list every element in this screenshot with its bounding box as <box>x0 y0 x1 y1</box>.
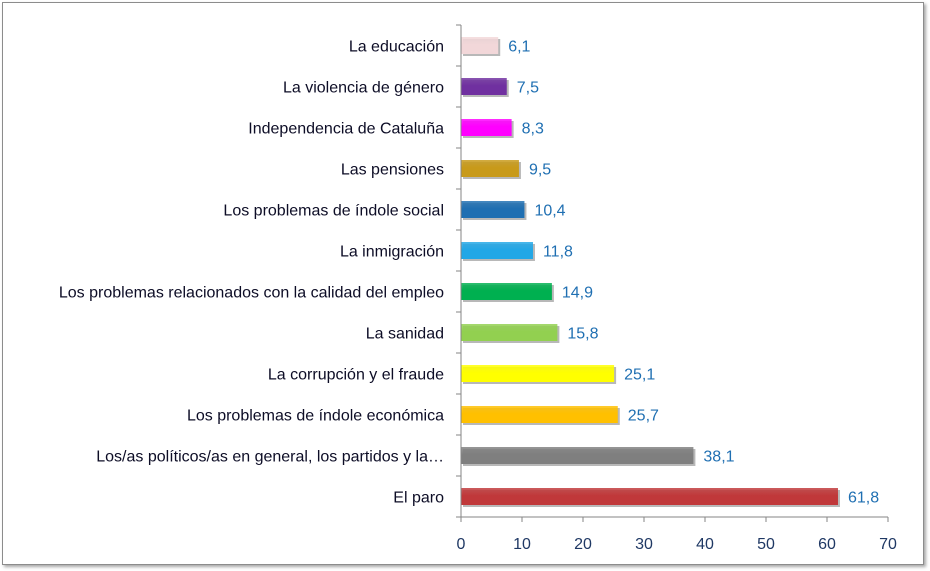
value-label: 8,3 <box>522 121 544 138</box>
bar <box>461 201 525 218</box>
value-label: 14,9 <box>562 285 593 302</box>
category-label: La corrupción y el fraude <box>268 367 444 384</box>
bar <box>461 160 519 177</box>
value-label: 15,8 <box>567 326 598 343</box>
value-label: 25,1 <box>624 367 655 384</box>
bar <box>461 37 499 54</box>
x-tick-label: 40 <box>696 536 714 553</box>
value-label: 10,4 <box>534 203 565 220</box>
x-tick-label: 10 <box>513 536 531 553</box>
value-label: 6,1 <box>508 39 530 56</box>
category-label: Los/as políticos/as en general, los part… <box>96 449 444 466</box>
value-label: 11,8 <box>543 244 573 261</box>
category-label: Los problemas relacionados con la calida… <box>59 285 444 302</box>
category-label: La inmigración <box>340 244 444 261</box>
category-label: Los problemas de índole social <box>223 203 444 220</box>
value-label: 9,5 <box>529 162 551 179</box>
bar <box>461 406 618 423</box>
category-label: La sanidad <box>366 326 444 343</box>
category-label: La educación <box>349 39 444 56</box>
x-tick-label: 60 <box>818 536 836 553</box>
bar <box>461 78 507 95</box>
category-label: Los problemas de índole económica <box>187 408 444 425</box>
x-tick-label: 30 <box>635 536 653 553</box>
value-label: 61,8 <box>848 490 879 507</box>
bar <box>461 242 533 259</box>
bar <box>461 365 615 382</box>
x-tick-label: 50 <box>757 536 775 553</box>
x-tick-label: 70 <box>879 536 897 553</box>
bar <box>461 324 558 341</box>
category-label: El paro <box>393 490 444 507</box>
bar <box>461 283 552 300</box>
bar <box>461 119 512 136</box>
bar <box>461 488 838 505</box>
x-tick-label: 20 <box>574 536 592 553</box>
value-label: 38,1 <box>703 449 734 466</box>
x-tick-label: 0 <box>457 536 466 553</box>
value-label: 7,5 <box>517 80 539 97</box>
category-label: Las pensiones <box>341 162 444 179</box>
category-label: La violencia de género <box>283 80 444 97</box>
value-label: 25,7 <box>628 408 659 425</box>
category-label: Independencia de Cataluña <box>248 121 444 138</box>
bar <box>461 447 694 464</box>
